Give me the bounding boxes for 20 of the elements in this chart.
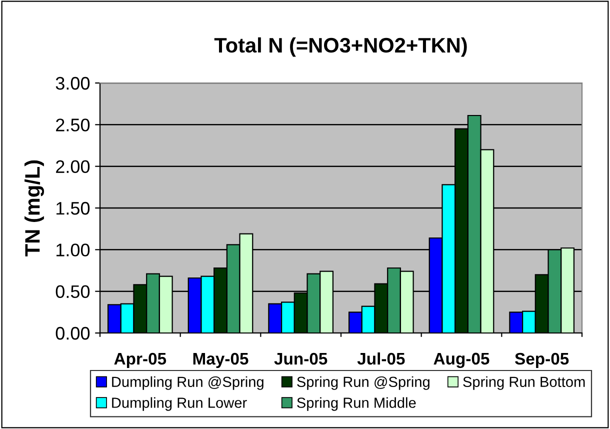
y-tick-label: 2.00: [56, 160, 90, 174]
legend-label: Spring Run @Spring: [297, 376, 430, 390]
x-tick-label: Sep-05: [514, 352, 569, 368]
x-tick-label: Jun-05: [274, 352, 328, 365]
y-tick-label: 0.00: [56, 326, 90, 340]
y-tick-label: 1.00: [56, 244, 90, 256]
legend-label: Spring Run Bottom: [463, 376, 585, 390]
y-tick-label: 1.50: [56, 202, 90, 215]
x-tick-label: Apr-05: [114, 352, 166, 368]
legend-label: Dumpling Run @Spring: [112, 376, 264, 390]
legend-label: Spring Run Middle: [297, 397, 416, 411]
y-axis-title: TN (mg/L): [24, 160, 44, 256]
x-tick-label: May-05: [193, 352, 248, 368]
y-tick-label: 2.50: [56, 118, 90, 132]
y-tick-label: 0.50: [56, 285, 90, 298]
chart-title: Total N (=NO3+NO2+TKN): [214, 37, 467, 57]
x-tick-label: Jul-05: [357, 352, 405, 365]
legend-label: Dumpling Run Lower: [112, 397, 247, 411]
x-tick-label: Aug-05: [434, 352, 490, 368]
y-tick-label: 3.00: [56, 76, 90, 90]
